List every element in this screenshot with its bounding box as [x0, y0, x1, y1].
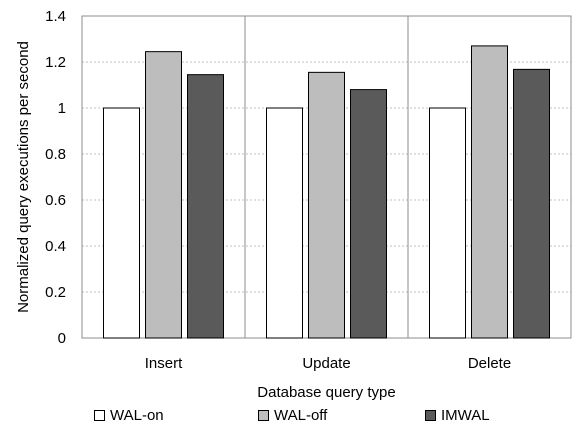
legend-item-wal-on: WAL-on — [94, 407, 164, 424]
x-tick-label: Insert — [145, 355, 183, 372]
y-tick-label: 1.4 — [45, 8, 66, 25]
bar-imwal-delete — [513, 68, 550, 339]
bar-wal-on-insert — [103, 107, 140, 339]
y-tick-label: 1 — [58, 100, 66, 117]
legend-label-wal-off: WAL-off — [274, 407, 328, 424]
bar-imwal-update — [350, 89, 387, 339]
x-tick-label: Update — [302, 355, 350, 372]
legend-item-wal-off: WAL-off — [258, 407, 327, 424]
bar-imwal-insert — [187, 74, 224, 339]
y-tick-label: 1.2 — [45, 54, 66, 71]
legend: WAL-on WAL-off IMWAL — [0, 405, 582, 435]
legend-swatch-imwal — [425, 410, 436, 421]
y-tick-labels: 0 0.2 0.4 0.6 0.8 1 1.2 1.4 — [45, 8, 66, 347]
bar-chart: 00.20.40.60.811.21.4 Insert Update Delete … — [15, 8, 572, 401]
y-axis-title: Normalized query executions per second — [15, 41, 32, 313]
bar-wal-off-update — [308, 71, 345, 339]
bar-wal-off-delete — [471, 45, 508, 339]
bar-wal-on-update — [266, 107, 303, 339]
x-tick-label: Delete — [468, 355, 511, 372]
y-tick-label: 0.8 — [45, 146, 66, 163]
bar-wal-off-insert — [145, 51, 182, 339]
legend-swatch-wal-off — [258, 410, 269, 421]
legend-label-wal-on: WAL-on — [110, 407, 164, 424]
bars — [103, 45, 550, 339]
legend-swatch-wal-on — [94, 410, 105, 421]
y-tick-label: 0 — [58, 330, 66, 347]
category-separators — [244, 16, 409, 338]
y-tick-label: 0.6 — [45, 192, 66, 209]
legend-item-imwal: IMWAL — [425, 407, 490, 424]
legend-label-imwal: IMWAL — [441, 407, 490, 424]
bar-wal-on-delete — [429, 107, 466, 339]
y-tick-label: 0.2 — [45, 284, 66, 301]
x-tick-labels: Insert Update Delete — [145, 355, 511, 372]
x-axis-title: Database query type — [257, 384, 395, 401]
y-tick-label: 0.4 — [45, 238, 66, 255]
